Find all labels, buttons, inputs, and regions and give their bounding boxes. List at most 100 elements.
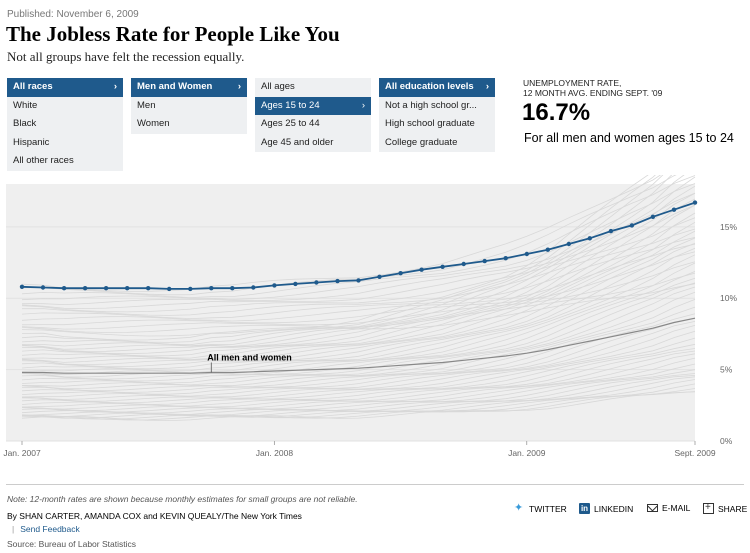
twitter-icon: ✦	[514, 502, 524, 514]
y-tick-label: 10%	[720, 293, 737, 303]
background-series-line	[21, 299, 696, 390]
sex-filter-item[interactable]: Men and Women	[131, 78, 247, 97]
x-tick-label: Jan. 2007	[3, 448, 41, 458]
education-filter-item[interactable]: High school graduate	[385, 118, 475, 129]
unemployment-chart: All men and women 0% 5% 10% 15% Jan. 2007 Jan.…	[3, 175, 737, 458]
share-button[interactable]: SHARE	[703, 502, 748, 514]
highlight-data-point	[503, 256, 508, 261]
background-series-line	[21, 237, 696, 370]
highlight-data-point	[377, 274, 382, 279]
rate-value: 16.7%	[522, 99, 591, 126]
rate-label-line2: 12 MONTH AVG. ENDING SEPT. '09	[523, 88, 663, 98]
race-filter-menu: All races White Black Hispanic All other rac…	[7, 78, 123, 171]
background-series-line	[21, 217, 696, 313]
highlight-data-point	[103, 286, 109, 291]
highlight-data-point	[125, 286, 130, 291]
y-tick-label: 0%	[720, 436, 733, 446]
share-label: SHARE	[718, 503, 748, 514]
age-filter-item[interactable]: Age 45 and older	[261, 136, 334, 148]
background-series-line	[21, 243, 696, 322]
background-series-line	[21, 176, 696, 352]
highlight-data-point	[19, 284, 25, 289]
linkedin-label: LINKEDIN	[594, 503, 634, 514]
email-share-button[interactable]: E-MAIL	[647, 503, 690, 513]
education-filter-item[interactable]: Not a high school gr...	[385, 99, 477, 111]
background-series-line	[21, 175, 649, 341]
race-filter-item[interactable]: All races	[7, 78, 123, 97]
twitter-share-button[interactable]: ✦ TWITTER	[514, 503, 567, 514]
background-series-line	[21, 237, 696, 320]
age-filter-item[interactable]: Ages 15 to 24	[255, 96, 371, 115]
highlight-data-point	[335, 278, 340, 284]
y-tick-label: 5%	[720, 365, 733, 375]
sex-filter-item[interactable]: Men	[137, 99, 156, 111]
highlight-data-point	[40, 285, 46, 290]
background-series-line	[21, 251, 696, 326]
background-series-line	[21, 283, 696, 337]
byline: By SHAN CARTER, AMANDA COX and KEVIN QUE…	[7, 511, 302, 521]
highlight-data-point	[461, 261, 466, 267]
background-series-line	[21, 313, 696, 393]
background-series-line	[21, 183, 696, 301]
background-series-line	[21, 271, 696, 380]
rate-label: UNEMPLOYMENT RATE, 12 MONTH AVG. ENDING …	[523, 78, 662, 98]
education-filter-item[interactable]: All education levels	[379, 78, 495, 97]
background-series-line	[21, 306, 696, 392]
highlight-data-point	[608, 228, 614, 234]
rate-label-line1: UNEMPLOYMENT RATE,	[523, 78, 622, 88]
background-series-line	[21, 261, 696, 330]
highlight-data-point	[314, 280, 319, 285]
send-feedback-link[interactable]: | Send Feedback	[12, 524, 80, 534]
send-feedback-label[interactable]: Send Feedback	[20, 524, 80, 534]
highlight-data-point	[188, 286, 193, 292]
background-series-line	[21, 272, 696, 333]
sex-filter-item[interactable]: Women	[137, 118, 170, 129]
highlight-data-point	[692, 200, 698, 205]
highlight-data-point	[629, 223, 635, 228]
rate-description: For all men and women ages 15 to 24	[524, 131, 734, 145]
highlight-data-point	[419, 267, 424, 272]
highlight-data-point	[587, 236, 592, 241]
reference-series-line	[22, 317, 696, 374]
highlight-data-point	[545, 247, 550, 252]
y-tick-label: 15%	[720, 222, 737, 232]
background-series-line	[21, 369, 696, 413]
race-filter-item[interactable]: Hispanic	[13, 136, 50, 148]
background-series-line	[21, 317, 696, 395]
background-series-line	[21, 277, 696, 382]
background-series-line	[21, 192, 696, 357]
background-series-line	[21, 212, 696, 363]
highlight-data-point	[293, 281, 298, 287]
background-series-line	[21, 175, 662, 292]
email-label: E-MAIL	[662, 503, 691, 513]
background-series-line	[21, 388, 696, 420]
footer-divider	[6, 484, 744, 485]
background-series-line	[21, 337, 696, 402]
x-tick-label: Sept. 2009	[674, 448, 715, 458]
age-filter-item[interactable]: Ages 25 to 44	[261, 118, 320, 129]
highlight-data-point	[356, 278, 361, 283]
highlight-data-point	[146, 286, 151, 291]
background-series-line	[21, 373, 696, 414]
feedback-separator: |	[12, 524, 15, 534]
background-series-line	[21, 363, 696, 412]
highlight-data-point	[61, 286, 67, 291]
highlight-data-point	[209, 286, 214, 291]
highlight-data-point	[566, 241, 571, 247]
age-filter-menu: All ages Ages 15 to 24 Ages 25 to 44 Age 45…	[255, 78, 371, 152]
background-series-line	[21, 221, 696, 366]
sex-filter-menu: Men and Women Men Women	[131, 78, 247, 134]
age-filter-item[interactable]: All ages	[261, 81, 295, 92]
background-series-line	[21, 262, 696, 378]
education-filter-item[interactable]: College graduate	[385, 136, 458, 148]
x-tick-label: Jan. 2008	[256, 448, 294, 458]
race-filter-item[interactable]: All other races	[13, 155, 74, 166]
highlight-data-point	[650, 214, 656, 219]
background-series-line	[21, 175, 656, 343]
highlight-data-point	[524, 251, 529, 257]
race-filter-item[interactable]: Black	[13, 118, 37, 129]
race-filter-item[interactable]: White	[13, 99, 38, 111]
highlight-data-point	[230, 286, 235, 291]
linkedin-share-button[interactable]: in LINKEDIN	[579, 503, 633, 514]
chart-note: Note: 12-month rates are shown because m…	[7, 494, 358, 504]
